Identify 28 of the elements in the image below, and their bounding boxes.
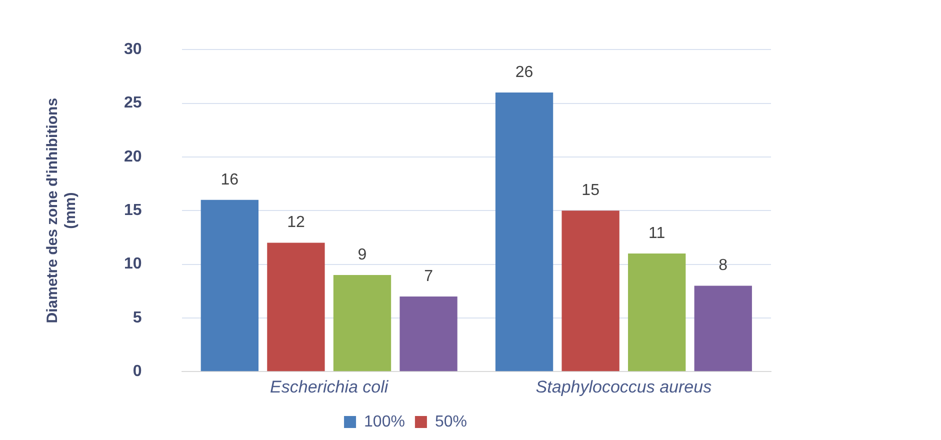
y-tick-label: 10: [124, 256, 142, 273]
data-label: 12: [287, 214, 305, 232]
x-tick-label: Staphylococcus aureus: [536, 378, 712, 397]
y-tick-label: 25: [124, 94, 142, 112]
bar: [333, 275, 392, 372]
x-tick-label: Escherichia coli: [270, 378, 390, 397]
data-label: 16: [220, 171, 239, 188]
data-label: 11: [648, 224, 666, 242]
y-tick-label: 0: [132, 363, 142, 380]
bar: [562, 210, 620, 372]
legend-label: 100%: [364, 413, 405, 430]
y-tick-label: 20: [124, 148, 142, 166]
data-label: 15: [582, 182, 600, 200]
data-label: 9: [358, 246, 367, 264]
bar: [400, 296, 458, 372]
bar: [267, 242, 325, 372]
data-label: 26: [515, 64, 534, 81]
bar: [694, 286, 752, 372]
y-tick-label: 15: [124, 202, 142, 220]
legend-label: 50%: [434, 413, 467, 430]
y-axis-title: Diametre des zone d'inhibitions (mm): [44, 98, 80, 324]
bar: [628, 254, 686, 372]
data-label: 8: [718, 257, 728, 274]
data-label: 7: [424, 268, 434, 285]
bar: [200, 200, 259, 372]
y-tick-label: 5: [132, 309, 142, 326]
y-tick-label: 30: [124, 41, 142, 58]
bar: [495, 92, 554, 372]
